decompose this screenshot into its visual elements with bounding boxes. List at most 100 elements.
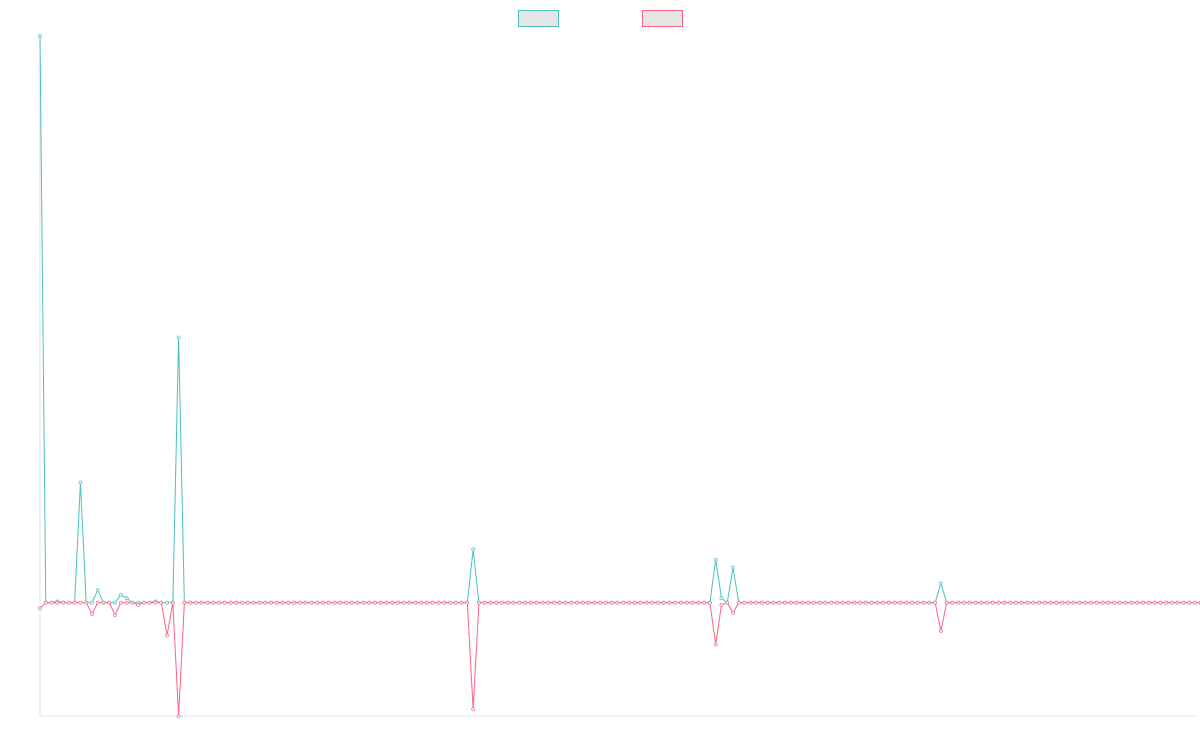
data-point bbox=[419, 600, 424, 605]
data-point bbox=[355, 600, 360, 605]
data-point bbox=[494, 600, 499, 605]
data-point bbox=[881, 600, 886, 605]
data-point bbox=[638, 600, 643, 605]
data-point bbox=[950, 600, 955, 605]
data-point bbox=[500, 600, 504, 605]
data-point bbox=[621, 600, 626, 605]
data-point bbox=[280, 600, 285, 605]
series-1 bbox=[38, 34, 1200, 605]
data-point bbox=[321, 600, 325, 605]
data-point bbox=[1031, 600, 1036, 605]
data-point bbox=[113, 600, 117, 605]
data-point bbox=[863, 600, 868, 605]
data-point bbox=[442, 600, 447, 605]
data-point bbox=[176, 335, 181, 340]
data-point bbox=[361, 600, 366, 605]
data-point bbox=[806, 600, 810, 605]
data-point bbox=[956, 600, 961, 605]
data-point bbox=[713, 642, 718, 647]
data-point bbox=[875, 600, 880, 605]
data-point bbox=[719, 603, 724, 607]
data-point bbox=[130, 600, 135, 605]
data-point bbox=[95, 588, 100, 593]
data-point bbox=[517, 600, 522, 605]
data-point bbox=[471, 547, 476, 552]
data-point bbox=[1187, 600, 1192, 605]
data-point bbox=[604, 600, 608, 605]
data-point bbox=[344, 600, 348, 605]
data-point bbox=[1129, 600, 1134, 605]
data-point bbox=[240, 600, 245, 605]
data-point bbox=[315, 600, 320, 605]
data-point bbox=[297, 600, 302, 605]
data-point bbox=[234, 600, 239, 605]
data-point bbox=[390, 600, 395, 605]
data-point bbox=[303, 600, 308, 605]
data-point bbox=[78, 480, 83, 485]
data-point bbox=[1077, 600, 1082, 605]
data-point bbox=[95, 600, 100, 605]
data-point bbox=[147, 600, 152, 605]
data-point bbox=[650, 600, 655, 605]
data-point bbox=[788, 600, 793, 605]
data-point bbox=[511, 600, 516, 605]
data-point bbox=[332, 600, 337, 605]
data-point bbox=[401, 600, 406, 605]
data-point bbox=[921, 600, 926, 605]
data-point bbox=[465, 600, 470, 605]
data-point bbox=[78, 600, 83, 605]
legend-swatch-series-2 bbox=[642, 10, 683, 27]
data-point bbox=[546, 600, 551, 605]
data-point bbox=[915, 600, 920, 605]
data-point bbox=[165, 633, 169, 638]
data-point bbox=[448, 600, 452, 605]
data-point bbox=[563, 600, 568, 605]
data-point bbox=[985, 600, 990, 605]
data-point bbox=[771, 600, 776, 605]
series-2 bbox=[38, 600, 1200, 718]
data-point bbox=[869, 600, 874, 605]
data-point bbox=[211, 600, 216, 605]
data-point bbox=[939, 629, 943, 633]
data-point bbox=[118, 592, 123, 597]
data-point bbox=[708, 600, 712, 605]
data-point bbox=[1135, 600, 1140, 605]
data-point bbox=[1037, 600, 1041, 605]
data-point bbox=[269, 600, 273, 605]
data-point bbox=[979, 600, 984, 605]
data-point bbox=[1164, 600, 1169, 605]
data-point bbox=[759, 600, 764, 605]
data-point bbox=[852, 600, 857, 605]
data-point bbox=[1066, 600, 1070, 605]
data-point bbox=[927, 600, 932, 605]
data-point bbox=[407, 600, 412, 605]
data-point bbox=[61, 600, 66, 605]
data-point bbox=[453, 600, 458, 605]
data-point bbox=[1071, 600, 1076, 605]
data-point bbox=[598, 600, 603, 605]
data-point bbox=[66, 600, 71, 605]
data-point bbox=[124, 596, 129, 601]
data-point bbox=[609, 600, 614, 605]
data-point bbox=[990, 600, 995, 605]
data-point bbox=[251, 600, 256, 605]
data-point bbox=[90, 600, 94, 605]
data-point bbox=[378, 600, 383, 605]
data-point bbox=[1152, 600, 1157, 605]
data-point bbox=[482, 600, 487, 605]
data-point bbox=[702, 600, 707, 605]
data-point bbox=[661, 600, 666, 605]
data-point bbox=[1158, 600, 1163, 605]
data-point bbox=[667, 600, 672, 605]
data-point bbox=[910, 600, 914, 605]
data-point bbox=[101, 600, 106, 605]
data-point bbox=[898, 600, 903, 605]
series-2-line bbox=[39, 602, 1200, 717]
data-point bbox=[892, 600, 897, 605]
data-point bbox=[118, 600, 123, 605]
data-point bbox=[742, 600, 747, 605]
data-point bbox=[939, 581, 943, 586]
data-point bbox=[840, 600, 845, 605]
data-point bbox=[673, 600, 678, 605]
data-point bbox=[1146, 600, 1151, 605]
